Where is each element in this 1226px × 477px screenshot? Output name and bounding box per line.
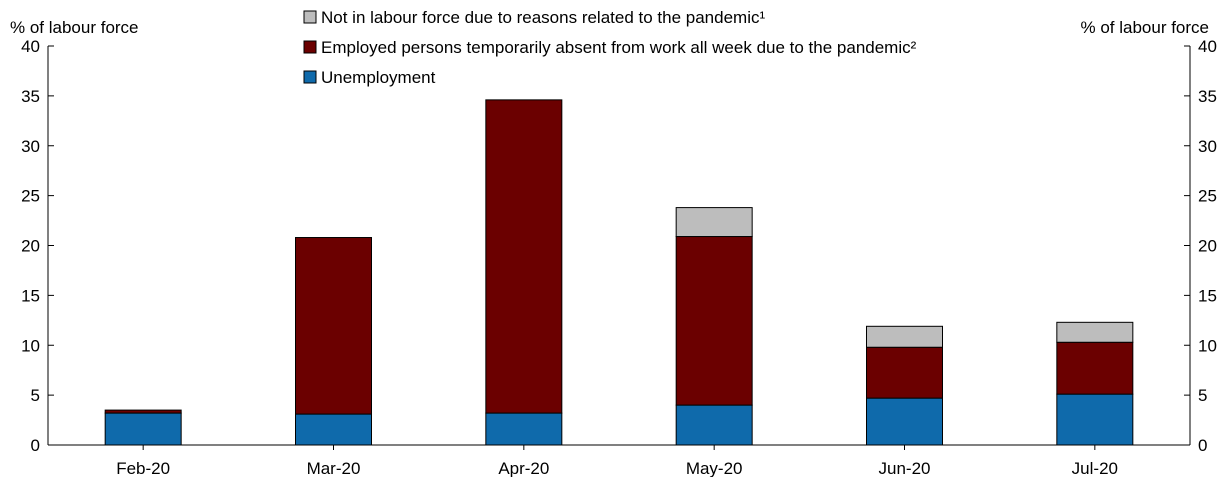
x-tick-label: May-20 — [686, 459, 743, 477]
y-tick-label-right: 20 — [1198, 237, 1217, 256]
y-tick-label-left: 5 — [31, 386, 40, 405]
y-tick-label-right: 30 — [1198, 137, 1217, 156]
bar-segment-jul-20-series-1 — [1057, 342, 1133, 394]
bar-segment-mar-20-series-0 — [296, 414, 372, 445]
y-tick-label-left: 35 — [21, 87, 40, 106]
bar-segment-apr-20-series-1 — [486, 100, 562, 413]
y-tick-label-right: 10 — [1198, 336, 1217, 355]
legend-label-0: Unemployment — [321, 68, 436, 87]
legend: Not in labour force due to reasons relat… — [304, 8, 917, 87]
bars — [105, 100, 1133, 445]
x-tick-label: Apr-20 — [498, 459, 549, 477]
x-tick-label: Mar-20 — [307, 459, 361, 477]
y-tick-label-right: 0 — [1198, 436, 1207, 455]
y-tick-label-right: 40 — [1198, 37, 1217, 56]
y-tick-label-left: 30 — [21, 137, 40, 156]
bar-segment-feb-20-series-0 — [105, 413, 181, 445]
x-tick-label: Jun-20 — [879, 459, 931, 477]
bar-segment-jun-20-series-1 — [867, 347, 943, 398]
x-tick-label: Feb-20 — [116, 459, 170, 477]
bar-segment-apr-20-series-0 — [486, 413, 562, 445]
tick-labels: 0 0 5 5 10 10 15 15 20 20 25 25 30 30 35 35 40 40 Feb-20 Ma… — [21, 37, 1217, 477]
y-tick-label-right: 5 — [1198, 386, 1207, 405]
y-tick-label-right: 15 — [1198, 286, 1217, 305]
y-tick-label-left: 20 — [21, 237, 40, 256]
legend-swatch-2 — [304, 11, 316, 23]
bar-segment-jun-20-series-0 — [867, 398, 943, 445]
y-tick-label-left: 10 — [21, 336, 40, 355]
bar-segment-may-20-series-0 — [676, 405, 752, 445]
y-tick-label-left: 25 — [21, 187, 40, 206]
y-tick-label-left: 0 — [31, 436, 40, 455]
y-axis-unit-left: % of labour force — [10, 18, 139, 37]
y-tick-label-right: 35 — [1198, 87, 1217, 106]
bar-segment-mar-20-series-1 — [296, 238, 372, 415]
bar-segment-jul-20-series-0 — [1057, 394, 1133, 445]
x-tick-label: Jul-20 — [1072, 459, 1118, 477]
legend-swatch-1 — [304, 41, 316, 53]
bar-segment-jul-20-series-2 — [1057, 322, 1133, 342]
y-axis-unit-right: % of labour force — [1080, 18, 1209, 37]
bar-segment-may-20-series-2 — [676, 208, 752, 237]
y-tick-label-left: 15 — [21, 286, 40, 305]
y-tick-label-left: 40 — [21, 37, 40, 56]
legend-swatch-0 — [304, 71, 316, 83]
bar-segment-jun-20-series-2 — [867, 326, 943, 347]
legend-label-1: Employed persons temporarily absent from… — [321, 38, 917, 57]
y-tick-label-right: 25 — [1198, 187, 1217, 206]
axes — [48, 46, 1190, 450]
legend-label-2: Not in labour force due to reasons relat… — [321, 8, 765, 27]
bar-segment-may-20-series-1 — [676, 237, 752, 406]
bar-segment-feb-20-series-1 — [105, 410, 181, 413]
